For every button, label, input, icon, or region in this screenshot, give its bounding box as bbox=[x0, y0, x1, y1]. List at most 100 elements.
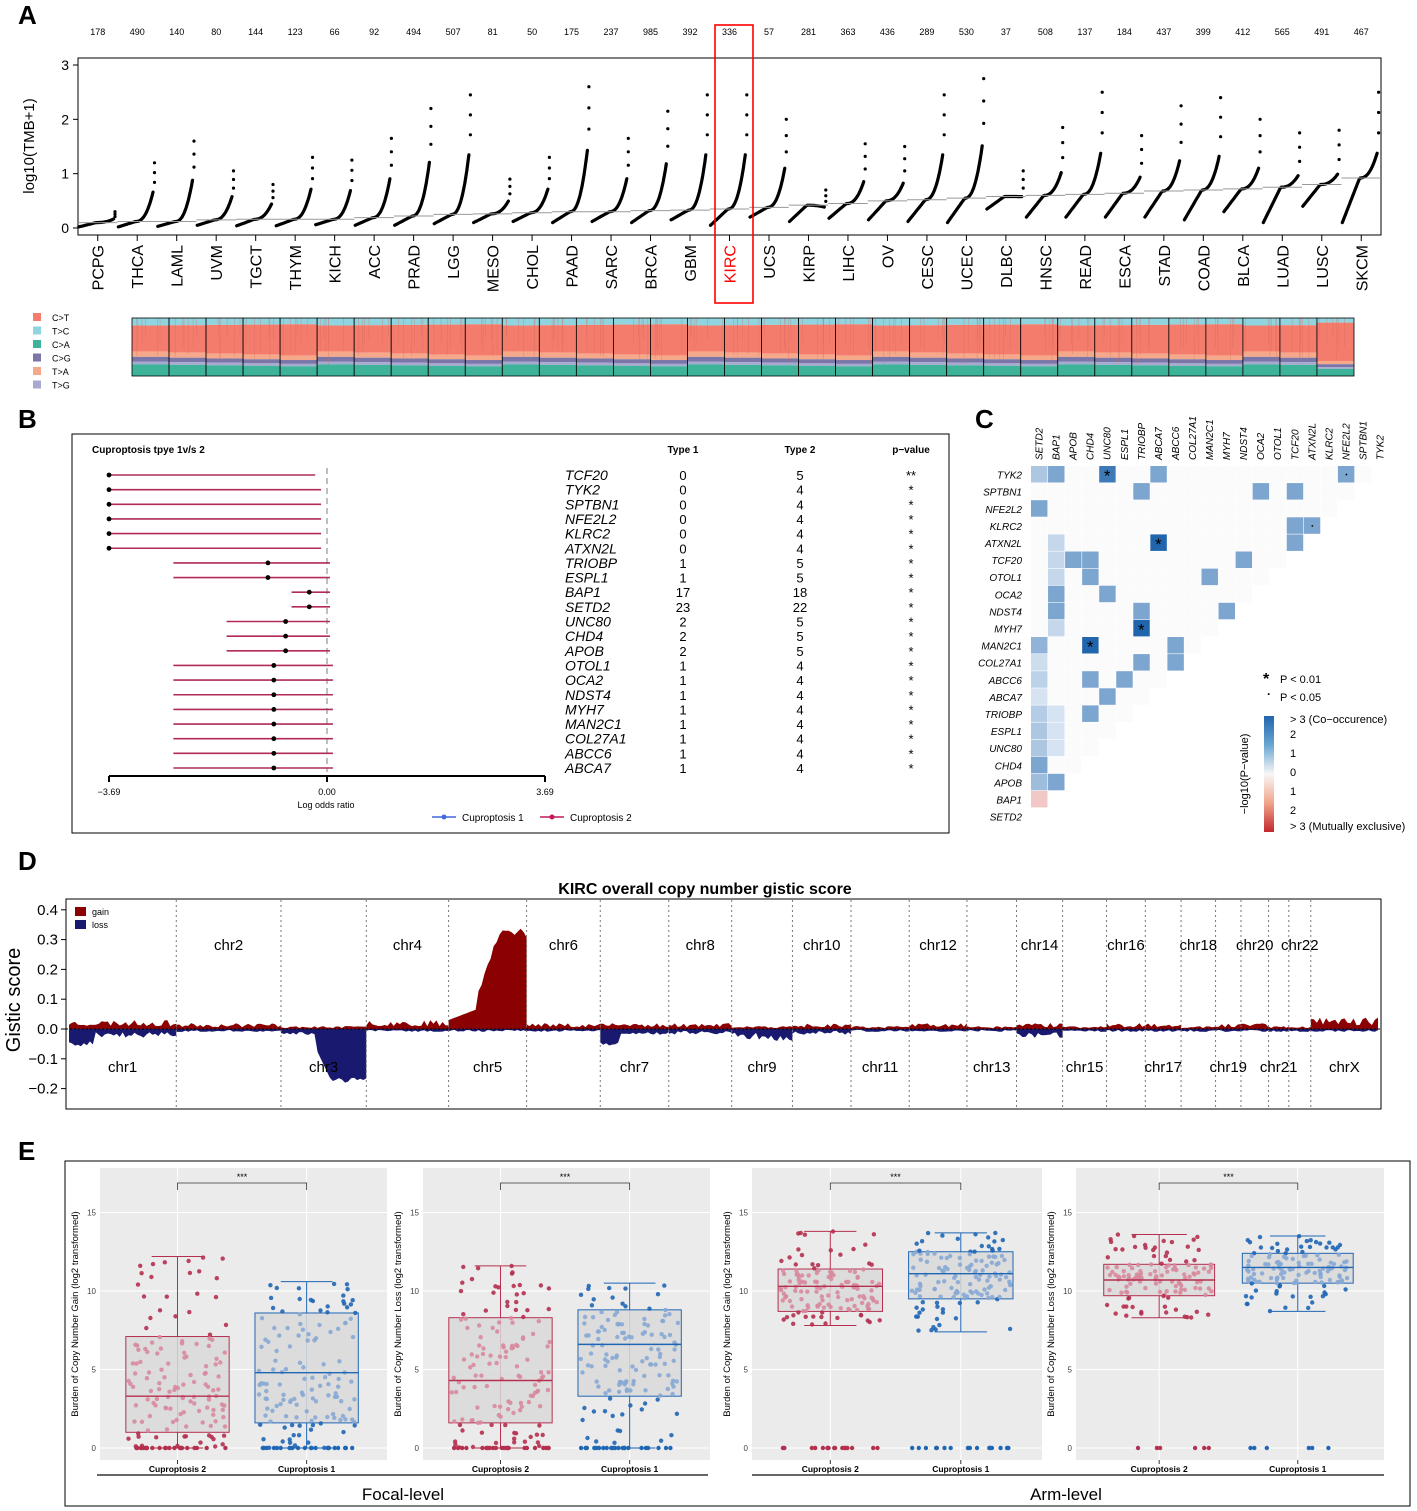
tmb-outlier-point bbox=[824, 188, 828, 192]
forest-axis-tick-label: −3.69 bbox=[98, 787, 121, 797]
burden-point bbox=[517, 1374, 523, 1380]
heatmap-cell bbox=[1031, 773, 1048, 791]
tmb-x-tick-label: UCS bbox=[762, 245, 779, 279]
heatmap-empty-cell bbox=[1116, 534, 1133, 551]
tmb-x-tick-label: KIRP bbox=[801, 245, 818, 282]
burden-point bbox=[1152, 1245, 1158, 1250]
burden-point bbox=[649, 1346, 654, 1352]
burden-point bbox=[781, 1271, 787, 1277]
spectrum-segment bbox=[391, 362, 429, 366]
burden-point bbox=[475, 1266, 481, 1271]
burden-point bbox=[339, 1399, 344, 1404]
forest-type1-count: 23 bbox=[676, 600, 690, 615]
heatmap-empty-cell bbox=[1150, 654, 1167, 671]
burden-point bbox=[603, 1363, 608, 1369]
forest-title: Cuproptosis tpye 1v/s 2 bbox=[92, 445, 205, 456]
gistic-chromosome-label: chr16 bbox=[1107, 937, 1145, 954]
burden-frame bbox=[64, 1160, 1411, 1507]
spectrum-segment bbox=[909, 364, 947, 376]
forest-type2-count: 4 bbox=[796, 541, 803, 556]
heatmap-cell bbox=[1031, 637, 1048, 654]
burden-point bbox=[206, 1397, 212, 1402]
burden-point bbox=[200, 1255, 206, 1260]
forest-type2-count: 4 bbox=[796, 483, 803, 498]
burden-point bbox=[814, 1289, 819, 1294]
tmb-outlier-point bbox=[508, 184, 512, 188]
burden-point bbox=[815, 1263, 821, 1268]
burden-point bbox=[964, 1265, 970, 1271]
burden-point bbox=[272, 1325, 277, 1331]
burden-point bbox=[138, 1263, 143, 1269]
spectrum-segment bbox=[1057, 361, 1095, 365]
burden-point bbox=[914, 1287, 920, 1292]
burden-point bbox=[214, 1276, 219, 1281]
burden-point bbox=[831, 1272, 836, 1278]
burden-point bbox=[1254, 1279, 1259, 1284]
burden-zero-point bbox=[204, 1445, 209, 1451]
burden-point bbox=[1287, 1267, 1293, 1272]
spectrum-segment bbox=[1131, 353, 1169, 359]
heatmap-empty-cell bbox=[1082, 619, 1099, 637]
burden-point bbox=[1164, 1289, 1169, 1294]
burden-point bbox=[350, 1417, 355, 1422]
burden-point bbox=[281, 1397, 286, 1403]
heatmap-empty-cell bbox=[1303, 483, 1321, 500]
tmb-count-label: 530 bbox=[959, 27, 974, 37]
burden-point bbox=[198, 1440, 203, 1445]
burden-y-tick-label: 15 bbox=[1063, 1209, 1072, 1218]
burden-point bbox=[1243, 1294, 1249, 1299]
heatmap-empty-cell bbox=[1048, 517, 1065, 534]
tmb-count-label: 985 bbox=[643, 27, 658, 37]
heatmap-empty-cell bbox=[1082, 654, 1099, 671]
burden-point bbox=[939, 1255, 944, 1260]
gistic-loss-area bbox=[851, 1029, 910, 1032]
burden-point bbox=[289, 1422, 295, 1428]
burden-point bbox=[172, 1387, 177, 1393]
burden-point bbox=[162, 1375, 167, 1380]
tmb-outlier-point bbox=[1179, 122, 1183, 126]
spectrum-segment bbox=[946, 362, 984, 366]
burden-point bbox=[1307, 1244, 1313, 1250]
burden-point bbox=[1308, 1238, 1313, 1243]
burden-point bbox=[187, 1270, 193, 1276]
tmb-x-tick-label: GBM bbox=[683, 245, 700, 281]
spectrum-segment bbox=[243, 354, 281, 360]
burden-point bbox=[866, 1301, 871, 1307]
burden-point bbox=[662, 1334, 667, 1340]
burden-point bbox=[629, 1335, 634, 1340]
burden-point bbox=[510, 1320, 515, 1325]
burden-zero-point bbox=[832, 1445, 838, 1451]
tmb-x-tick-label: CHOL bbox=[525, 245, 542, 290]
burden-point bbox=[589, 1364, 594, 1369]
gistic-loss-area bbox=[176, 1029, 281, 1032]
tmb-outlier-point bbox=[547, 155, 552, 159]
spectrum-segment bbox=[132, 325, 170, 352]
spectrum-segment bbox=[1316, 322, 1354, 361]
tmb-count-label: 491 bbox=[1314, 27, 1329, 37]
burden-point bbox=[843, 1279, 849, 1285]
burden-point bbox=[931, 1325, 936, 1330]
spectrum-segment bbox=[1316, 360, 1354, 365]
forest-type1-count: 1 bbox=[679, 658, 686, 673]
heatmap-cell bbox=[1031, 671, 1048, 688]
burden-point bbox=[1275, 1241, 1280, 1247]
burden-point bbox=[147, 1413, 153, 1419]
heatmap-empty-cell bbox=[1082, 483, 1099, 500]
forest-point bbox=[271, 736, 277, 742]
tmb-count-label: 178 bbox=[90, 27, 105, 37]
burden-point bbox=[911, 1252, 916, 1257]
burden-point bbox=[525, 1308, 530, 1313]
heatmap-cell bbox=[1048, 739, 1065, 757]
burden-point bbox=[300, 1327, 306, 1332]
heatmap-empty-cell bbox=[1065, 517, 1082, 534]
gistic-chromosome-label: chr1 bbox=[108, 1059, 137, 1076]
burden-point bbox=[1306, 1305, 1311, 1311]
burden-point bbox=[614, 1355, 619, 1360]
burden-signif-bracket bbox=[177, 1182, 308, 1190]
tmb-x-tick-label: UCEC bbox=[959, 245, 976, 290]
heatmap-row-label: OCA2 bbox=[995, 590, 1023, 601]
burden-point bbox=[799, 1297, 804, 1302]
burden-point bbox=[982, 1287, 987, 1292]
panel-label-e: E bbox=[18, 1136, 35, 1166]
gistic-y-tick-label: −0.1 bbox=[28, 1051, 58, 1068]
